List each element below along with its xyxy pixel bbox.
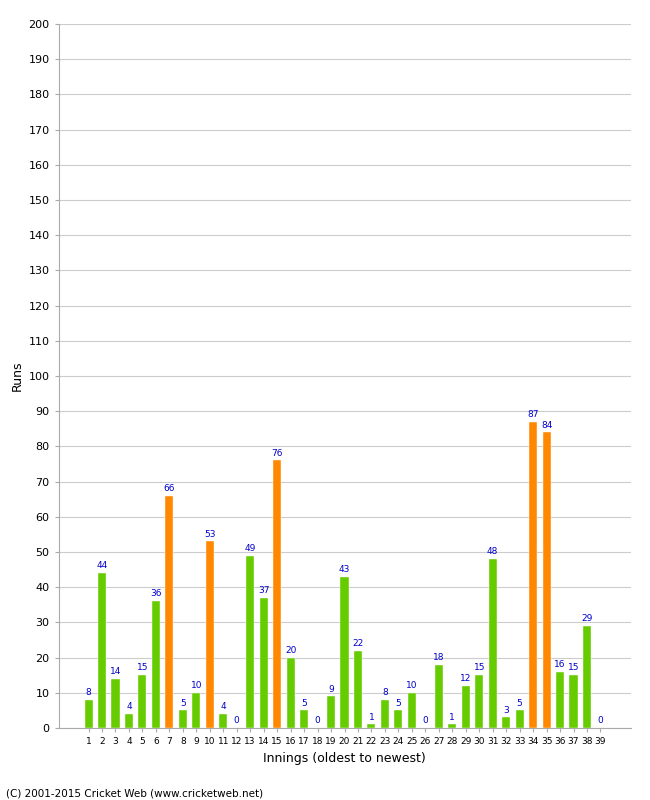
Bar: [448, 725, 456, 728]
Text: 15: 15: [136, 663, 148, 672]
Bar: [435, 665, 443, 728]
Text: 0: 0: [422, 716, 428, 725]
Bar: [543, 432, 551, 728]
Bar: [219, 714, 227, 728]
Text: 15: 15: [567, 663, 579, 672]
Bar: [475, 675, 483, 728]
Bar: [98, 573, 106, 728]
Text: 43: 43: [339, 565, 350, 574]
Bar: [569, 675, 578, 728]
Text: 5: 5: [517, 698, 523, 707]
Bar: [381, 700, 389, 728]
Bar: [273, 461, 281, 728]
Text: 4: 4: [220, 702, 226, 711]
Bar: [84, 700, 92, 728]
Text: 37: 37: [258, 586, 269, 595]
Bar: [125, 714, 133, 728]
Text: 84: 84: [541, 421, 552, 430]
Bar: [165, 496, 174, 728]
Text: 44: 44: [96, 562, 108, 570]
Bar: [489, 559, 497, 728]
Bar: [300, 710, 308, 728]
Bar: [354, 650, 362, 728]
Bar: [502, 718, 510, 728]
Text: 0: 0: [234, 716, 240, 725]
Bar: [367, 725, 376, 728]
Text: 5: 5: [301, 698, 307, 707]
Text: 22: 22: [352, 638, 363, 648]
Text: 15: 15: [473, 663, 485, 672]
Text: 8: 8: [382, 688, 388, 697]
Text: 76: 76: [272, 449, 283, 458]
Text: 49: 49: [244, 544, 256, 553]
Text: 12: 12: [460, 674, 471, 683]
Text: 10: 10: [190, 681, 202, 690]
Text: (C) 2001-2015 Cricket Web (www.cricketweb.net): (C) 2001-2015 Cricket Web (www.cricketwe…: [6, 788, 264, 798]
Text: 1: 1: [369, 713, 374, 722]
Bar: [138, 675, 146, 728]
Bar: [179, 710, 187, 728]
Text: 29: 29: [581, 614, 593, 623]
Bar: [111, 678, 120, 728]
Text: 48: 48: [487, 547, 499, 556]
X-axis label: Innings (oldest to newest): Innings (oldest to newest): [263, 751, 426, 765]
Text: 8: 8: [86, 688, 92, 697]
Text: 0: 0: [597, 716, 603, 725]
Y-axis label: Runs: Runs: [11, 361, 24, 391]
Bar: [152, 602, 160, 728]
Bar: [327, 696, 335, 728]
Text: 20: 20: [285, 646, 296, 654]
Text: 10: 10: [406, 681, 417, 690]
Bar: [259, 598, 268, 728]
Text: 87: 87: [527, 410, 539, 419]
Text: 14: 14: [110, 667, 121, 676]
Bar: [462, 686, 470, 728]
Bar: [556, 672, 564, 728]
Bar: [246, 555, 254, 728]
Text: 0: 0: [315, 716, 320, 725]
Bar: [287, 658, 294, 728]
Bar: [192, 693, 200, 728]
Text: 1: 1: [449, 713, 455, 722]
Text: 4: 4: [126, 702, 132, 711]
Text: 5: 5: [395, 698, 401, 707]
Bar: [206, 542, 214, 728]
Text: 66: 66: [164, 484, 175, 493]
Text: 5: 5: [180, 698, 186, 707]
Text: 3: 3: [503, 706, 509, 714]
Bar: [529, 422, 537, 728]
Bar: [408, 693, 416, 728]
Text: 53: 53: [204, 530, 216, 538]
Text: 36: 36: [150, 590, 162, 598]
Bar: [395, 710, 402, 728]
Bar: [341, 577, 348, 728]
Bar: [515, 710, 524, 728]
Bar: [583, 626, 591, 728]
Text: 9: 9: [328, 685, 334, 694]
Text: 18: 18: [433, 653, 445, 662]
Text: 16: 16: [554, 660, 565, 669]
